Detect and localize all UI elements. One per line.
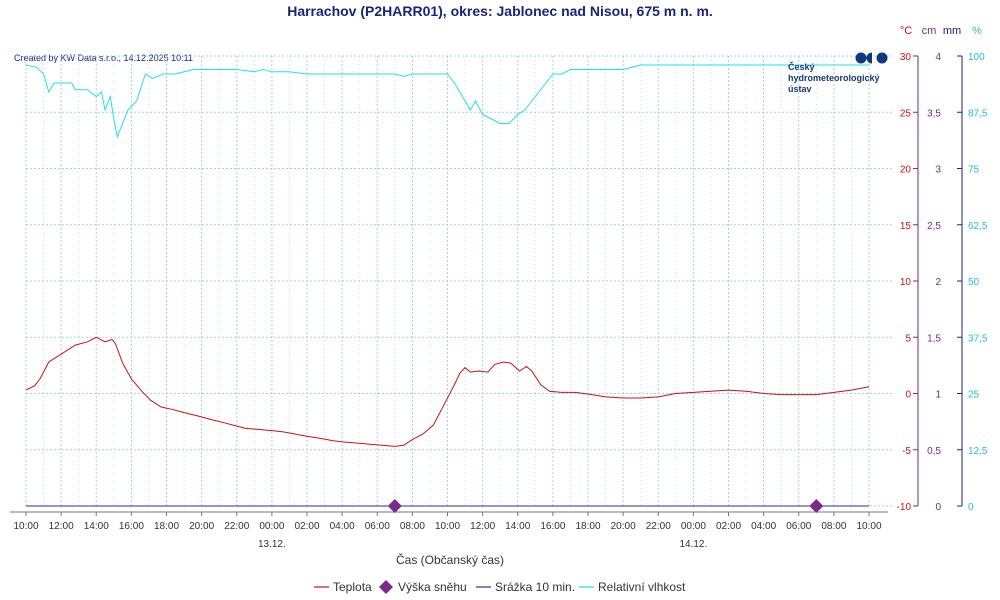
legend-label-temperature: Teplota bbox=[333, 580, 372, 594]
x-tick-label: 10:00 bbox=[435, 521, 460, 532]
legend-diamond-icon bbox=[379, 580, 393, 594]
legend-label-precip: Srážka 10 min. bbox=[495, 580, 575, 594]
series-line-humidity bbox=[25, 64, 869, 139]
x-tick-label: 08:00 bbox=[821, 521, 846, 532]
legend: Teplota Výška sněhu Srážka 10 min. Relat… bbox=[314, 580, 686, 594]
temp-tick-label: 15 bbox=[900, 221, 912, 232]
snow-tick-label: 0 bbox=[935, 502, 941, 513]
chart-credit: Created by KW Data s.r.o., 14.12.2025 10… bbox=[14, 53, 193, 63]
x-tick-label: 20:00 bbox=[189, 521, 214, 532]
legend-item-humidity: Relativní vlhkost bbox=[579, 580, 686, 594]
x-tick-label: 16:00 bbox=[540, 521, 565, 532]
x-tick-label: 20:00 bbox=[611, 521, 636, 532]
humidity-tick-label: 87,5 bbox=[968, 108, 988, 119]
snow-tick-label: 1,5 bbox=[927, 333, 941, 344]
grid bbox=[25, 55, 893, 507]
temp-tick-label: 30 bbox=[900, 52, 912, 63]
snow-tick-label: 2 bbox=[935, 277, 941, 288]
humidity-unit-label: % bbox=[972, 25, 982, 37]
snow-unit-label: cm bbox=[922, 25, 937, 37]
legend-item-snow: Výška sněhu bbox=[379, 580, 467, 594]
x-tick-label: 12:00 bbox=[470, 521, 495, 532]
x-tick-label: 00:00 bbox=[681, 521, 706, 532]
legend-item-precip: Srážka 10 min. bbox=[476, 580, 575, 594]
x-tick-label: 22:00 bbox=[646, 521, 671, 532]
temp-tick-label: 10 bbox=[900, 277, 912, 288]
x-tick-label: 10:00 bbox=[13, 521, 38, 532]
date-label: 14.12. bbox=[679, 539, 707, 550]
snow-tick-label: 2,5 bbox=[927, 221, 941, 232]
humidity-tick-label: 12,5 bbox=[968, 446, 988, 457]
x-tick-label: 14:00 bbox=[84, 521, 109, 532]
chmu-logo-icon bbox=[855, 52, 888, 64]
x-tick-label: 06:00 bbox=[365, 521, 390, 532]
legend-label-humidity: Relativní vlhkost bbox=[598, 580, 686, 594]
logo-line-3: ústav bbox=[788, 84, 812, 94]
x-axis-title: Čas (Občanský čas) bbox=[396, 552, 504, 567]
temp-tick-label: 5 bbox=[905, 333, 911, 344]
humidity-tick-label: 100 bbox=[968, 52, 985, 63]
series-layer bbox=[25, 64, 870, 507]
x-tick-label: 00:00 bbox=[259, 521, 284, 532]
x-tick-label: 06:00 bbox=[786, 521, 811, 532]
snow-tick-label: 4 bbox=[935, 52, 941, 63]
x-tick-label: 16:00 bbox=[119, 521, 144, 532]
logo-line-1: Český bbox=[788, 61, 815, 72]
chmu-logo: Český hydrometeorologický ústav bbox=[788, 52, 888, 94]
x-tick-label: 08:00 bbox=[400, 521, 425, 532]
date-label: 13.12. bbox=[258, 539, 286, 550]
x-tick-label: 12:00 bbox=[49, 521, 74, 532]
humidity-tick-label: 62,5 bbox=[968, 221, 988, 232]
temp-unit-label: °C bbox=[900, 25, 912, 37]
x-tick-label: 04:00 bbox=[330, 521, 355, 532]
snow-tick-label: 0,5 bbox=[927, 446, 941, 457]
temp-tick-label: -10 bbox=[897, 502, 912, 513]
humidity-tick-label: 50 bbox=[968, 277, 980, 288]
temp-tick-label: 0 bbox=[905, 390, 911, 401]
logo-line-2: hydrometeorologický bbox=[788, 73, 880, 83]
x-tick-label: 18:00 bbox=[575, 521, 600, 532]
chart-title: Harrachov (P2HARR01), okres: Jablonec na… bbox=[287, 3, 713, 19]
snow-tick-label: 1 bbox=[935, 390, 941, 401]
x-tick-label: 04:00 bbox=[751, 521, 776, 532]
series-line-temperature bbox=[25, 336, 870, 447]
legend-item-temperature: Teplota bbox=[314, 580, 372, 594]
snow-marker-diamond bbox=[809, 499, 824, 513]
temp-tick-label: 20 bbox=[900, 165, 912, 176]
x-tick-label: 22:00 bbox=[224, 521, 249, 532]
x-tick-label: 02:00 bbox=[716, 521, 741, 532]
precip-unit-label: mm bbox=[943, 25, 961, 37]
humidity-tick-label: 37,5 bbox=[968, 333, 988, 344]
snow-tick-label: 3 bbox=[935, 165, 941, 176]
humidity-tick-label: 75 bbox=[968, 165, 980, 176]
snow-marker-diamond bbox=[387, 499, 402, 513]
x-tick-label: 14:00 bbox=[505, 521, 530, 532]
x-tick-label: 18:00 bbox=[154, 521, 179, 532]
temp-tick-label: 25 bbox=[900, 108, 912, 119]
snow-markers bbox=[387, 499, 824, 513]
x-tick-label: 10:00 bbox=[856, 521, 881, 532]
snow-tick-label: 3,5 bbox=[927, 108, 941, 119]
legend-label-snow: Výška sněhu bbox=[398, 580, 467, 594]
humidity-tick-label: 0 bbox=[968, 502, 974, 513]
x-tick-label: 02:00 bbox=[294, 521, 319, 532]
humidity-tick-label: 25 bbox=[968, 390, 980, 401]
temp-tick-label: -5 bbox=[902, 446, 911, 457]
